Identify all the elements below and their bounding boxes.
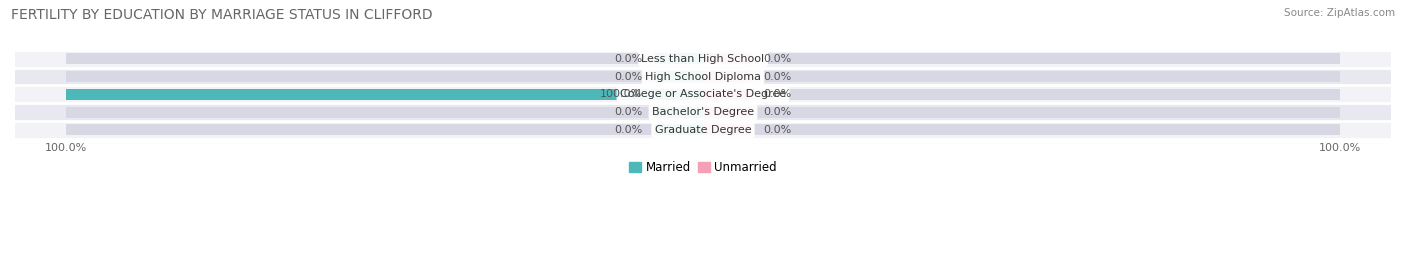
Text: High School Diploma: High School Diploma bbox=[645, 72, 761, 82]
Bar bbox=[3, 68, 1403, 86]
Bar bbox=[703, 107, 751, 118]
Bar bbox=[66, 124, 703, 135]
Bar bbox=[66, 89, 703, 100]
Text: 0.0%: 0.0% bbox=[614, 125, 643, 135]
Text: 0.0%: 0.0% bbox=[763, 89, 792, 99]
Bar bbox=[655, 89, 703, 100]
Bar bbox=[3, 103, 1403, 121]
Bar bbox=[66, 107, 703, 118]
Bar bbox=[3, 121, 1403, 139]
Bar bbox=[655, 71, 703, 82]
Bar bbox=[655, 107, 703, 118]
Text: 0.0%: 0.0% bbox=[614, 54, 643, 64]
Text: Less than High School: Less than High School bbox=[641, 54, 765, 64]
Text: FERTILITY BY EDUCATION BY MARRIAGE STATUS IN CLIFFORD: FERTILITY BY EDUCATION BY MARRIAGE STATU… bbox=[11, 8, 433, 22]
Bar bbox=[703, 124, 1340, 135]
Bar bbox=[703, 71, 751, 82]
Text: Graduate Degree: Graduate Degree bbox=[655, 125, 751, 135]
Text: Bachelor's Degree: Bachelor's Degree bbox=[652, 107, 754, 117]
Bar bbox=[66, 71, 703, 82]
Text: 100.0%: 100.0% bbox=[600, 89, 643, 99]
Bar bbox=[655, 53, 703, 64]
Bar bbox=[703, 89, 751, 100]
Bar bbox=[3, 86, 1403, 103]
Text: 0.0%: 0.0% bbox=[614, 107, 643, 117]
Bar bbox=[703, 53, 1340, 64]
Text: Source: ZipAtlas.com: Source: ZipAtlas.com bbox=[1284, 8, 1395, 18]
Text: 0.0%: 0.0% bbox=[763, 125, 792, 135]
Bar bbox=[703, 107, 1340, 118]
Text: College or Associate's Degree: College or Associate's Degree bbox=[620, 89, 786, 99]
Text: 0.0%: 0.0% bbox=[763, 54, 792, 64]
Bar bbox=[703, 53, 751, 64]
Bar bbox=[703, 124, 751, 135]
Legend: Married, Unmarried: Married, Unmarried bbox=[624, 157, 782, 179]
Bar bbox=[655, 124, 703, 135]
Bar bbox=[66, 89, 703, 100]
Text: 0.0%: 0.0% bbox=[763, 107, 792, 117]
Text: 0.0%: 0.0% bbox=[763, 72, 792, 82]
Text: 0.0%: 0.0% bbox=[614, 72, 643, 82]
Bar bbox=[66, 53, 703, 64]
Bar bbox=[3, 50, 1403, 68]
Bar bbox=[703, 71, 1340, 82]
Bar bbox=[703, 89, 1340, 100]
